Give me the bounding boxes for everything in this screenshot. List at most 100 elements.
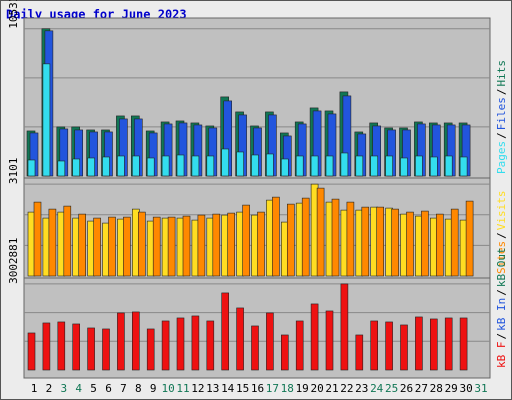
bar (161, 320, 170, 371)
bar (167, 216, 176, 277)
x-tick-label: 15 (236, 382, 249, 395)
x-tick-label: 16 (251, 382, 264, 395)
x-tick-label: 25 (385, 382, 398, 395)
bar (361, 206, 370, 277)
bar (266, 312, 274, 371)
bar (236, 151, 244, 177)
bar (242, 204, 250, 277)
bar (316, 187, 325, 277)
x-tick-label: 11 (176, 382, 189, 395)
bar (117, 312, 125, 371)
legend: Sites /Visits (495, 191, 508, 275)
x-tick-label: 21 (325, 382, 338, 395)
legend: kB F / kB In / kB Out (495, 247, 508, 368)
bar (42, 63, 51, 177)
bar (400, 324, 408, 371)
bar (450, 208, 459, 277)
x-tick-label: 5 (90, 382, 97, 395)
legend-entry: kB In (495, 298, 508, 331)
bar (132, 311, 140, 371)
bar (227, 212, 235, 277)
bar (191, 315, 200, 371)
x-tick-label: 4 (75, 382, 82, 395)
bar (161, 155, 170, 177)
bar (370, 155, 379, 177)
bar (355, 155, 364, 177)
bar (429, 318, 438, 371)
bar (87, 327, 95, 371)
bar (435, 213, 444, 277)
legend-entry: Visits (495, 191, 508, 231)
bar (301, 197, 310, 277)
bar (331, 198, 340, 277)
x-tick-label: 19 (296, 382, 309, 395)
bar (376, 206, 385, 277)
bar (123, 216, 131, 277)
bar (132, 155, 140, 177)
bar (102, 156, 110, 177)
x-tick-label: 6 (105, 382, 112, 395)
bar (212, 213, 221, 277)
bar (63, 205, 72, 277)
bar (191, 155, 200, 177)
x-tick-label: 31 (474, 382, 487, 395)
bar (117, 155, 125, 177)
y-tick-label: 3002881 (7, 238, 20, 284)
bar (57, 160, 66, 177)
x-tick-label: 1 (31, 382, 38, 395)
bar (340, 152, 349, 177)
x-tick-label: 2 (46, 382, 53, 395)
bar (236, 307, 244, 371)
bar (325, 310, 334, 371)
x-tick-label: 24 (370, 382, 384, 395)
bar (57, 321, 66, 371)
legend-separator: / (495, 289, 508, 296)
legend-separator: / (495, 132, 508, 139)
bar (146, 157, 155, 177)
x-tick-label: 20 (310, 382, 323, 395)
bar (459, 156, 468, 177)
bar (152, 216, 161, 277)
bar (72, 323, 80, 371)
legend-entry: kB F (495, 342, 508, 369)
bar (280, 158, 289, 177)
bar (206, 155, 215, 177)
bar (444, 317, 453, 371)
bar (251, 325, 259, 371)
legend: Pages/Files/Hits (495, 60, 508, 174)
bar (146, 328, 155, 371)
bar (310, 155, 319, 177)
bar (444, 155, 453, 177)
bar (182, 215, 191, 277)
bar (385, 321, 393, 371)
bar (280, 334, 289, 371)
y-tick-label: 3101 (7, 158, 20, 185)
bar (421, 210, 429, 277)
bar (459, 317, 468, 371)
bar (78, 213, 86, 277)
bar (400, 157, 408, 177)
bar (257, 211, 265, 277)
bar (42, 322, 51, 371)
bar (206, 320, 215, 371)
bar (340, 283, 349, 371)
x-tick-label: 17 (266, 382, 279, 395)
bar (266, 153, 274, 177)
bar (415, 316, 423, 371)
bar (295, 320, 304, 371)
legend-entry: kB Out (495, 247, 508, 287)
bar (87, 157, 95, 177)
bar (346, 201, 355, 277)
x-tick-label: 3 (60, 382, 67, 395)
legend-separator: / (495, 333, 508, 340)
bar (286, 203, 295, 277)
x-tick-label: 12 (191, 382, 204, 395)
bar (93, 217, 101, 277)
bar (251, 154, 259, 177)
bar (176, 317, 185, 371)
x-tick-label: 28 (430, 382, 443, 395)
x-tick-label: 27 (415, 382, 428, 395)
bar (72, 158, 80, 177)
x-tick-label: 18 (281, 382, 294, 395)
